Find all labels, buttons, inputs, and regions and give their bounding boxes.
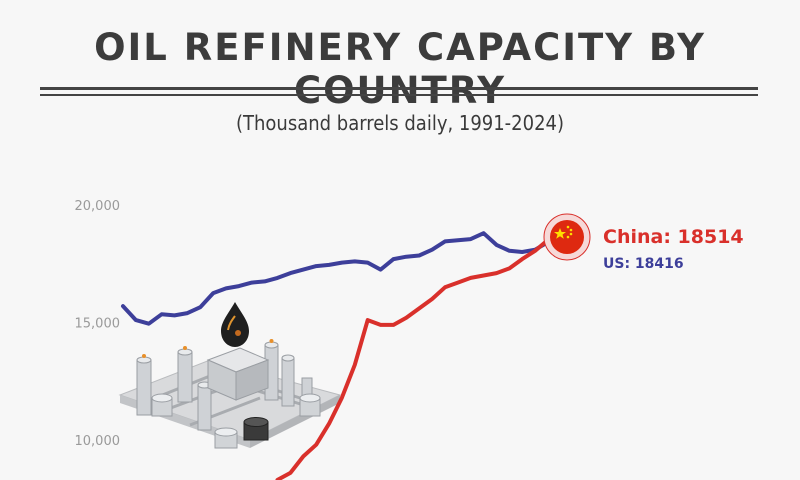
- title-rule-thick: [40, 87, 758, 90]
- y-tick-label: 10,000: [75, 434, 121, 449]
- title-rule-thin: [40, 94, 758, 96]
- chart-subtitle: (Thousand barrels daily, 1991-2024): [236, 111, 564, 135]
- y-tick-label: 15,000: [75, 317, 121, 332]
- oil-drop-icon: [221, 302, 249, 347]
- refinery-illustration: [118, 339, 342, 449]
- y-tick-label: 20,000: [75, 199, 121, 214]
- y-axis-ticks: 10,000 15,000 20,000: [75, 199, 121, 449]
- chart-title: OIL REFINERY CAPACITY BY COUNTRY: [94, 26, 706, 112]
- us-value-label: US: 18416: [603, 256, 684, 272]
- china-flag-icon: [543, 213, 591, 261]
- series-line-us: [121, 231, 550, 326]
- series-layer: [121, 231, 550, 480]
- china-value-label: China: 18514: [603, 226, 744, 248]
- series-line-china: [275, 237, 550, 480]
